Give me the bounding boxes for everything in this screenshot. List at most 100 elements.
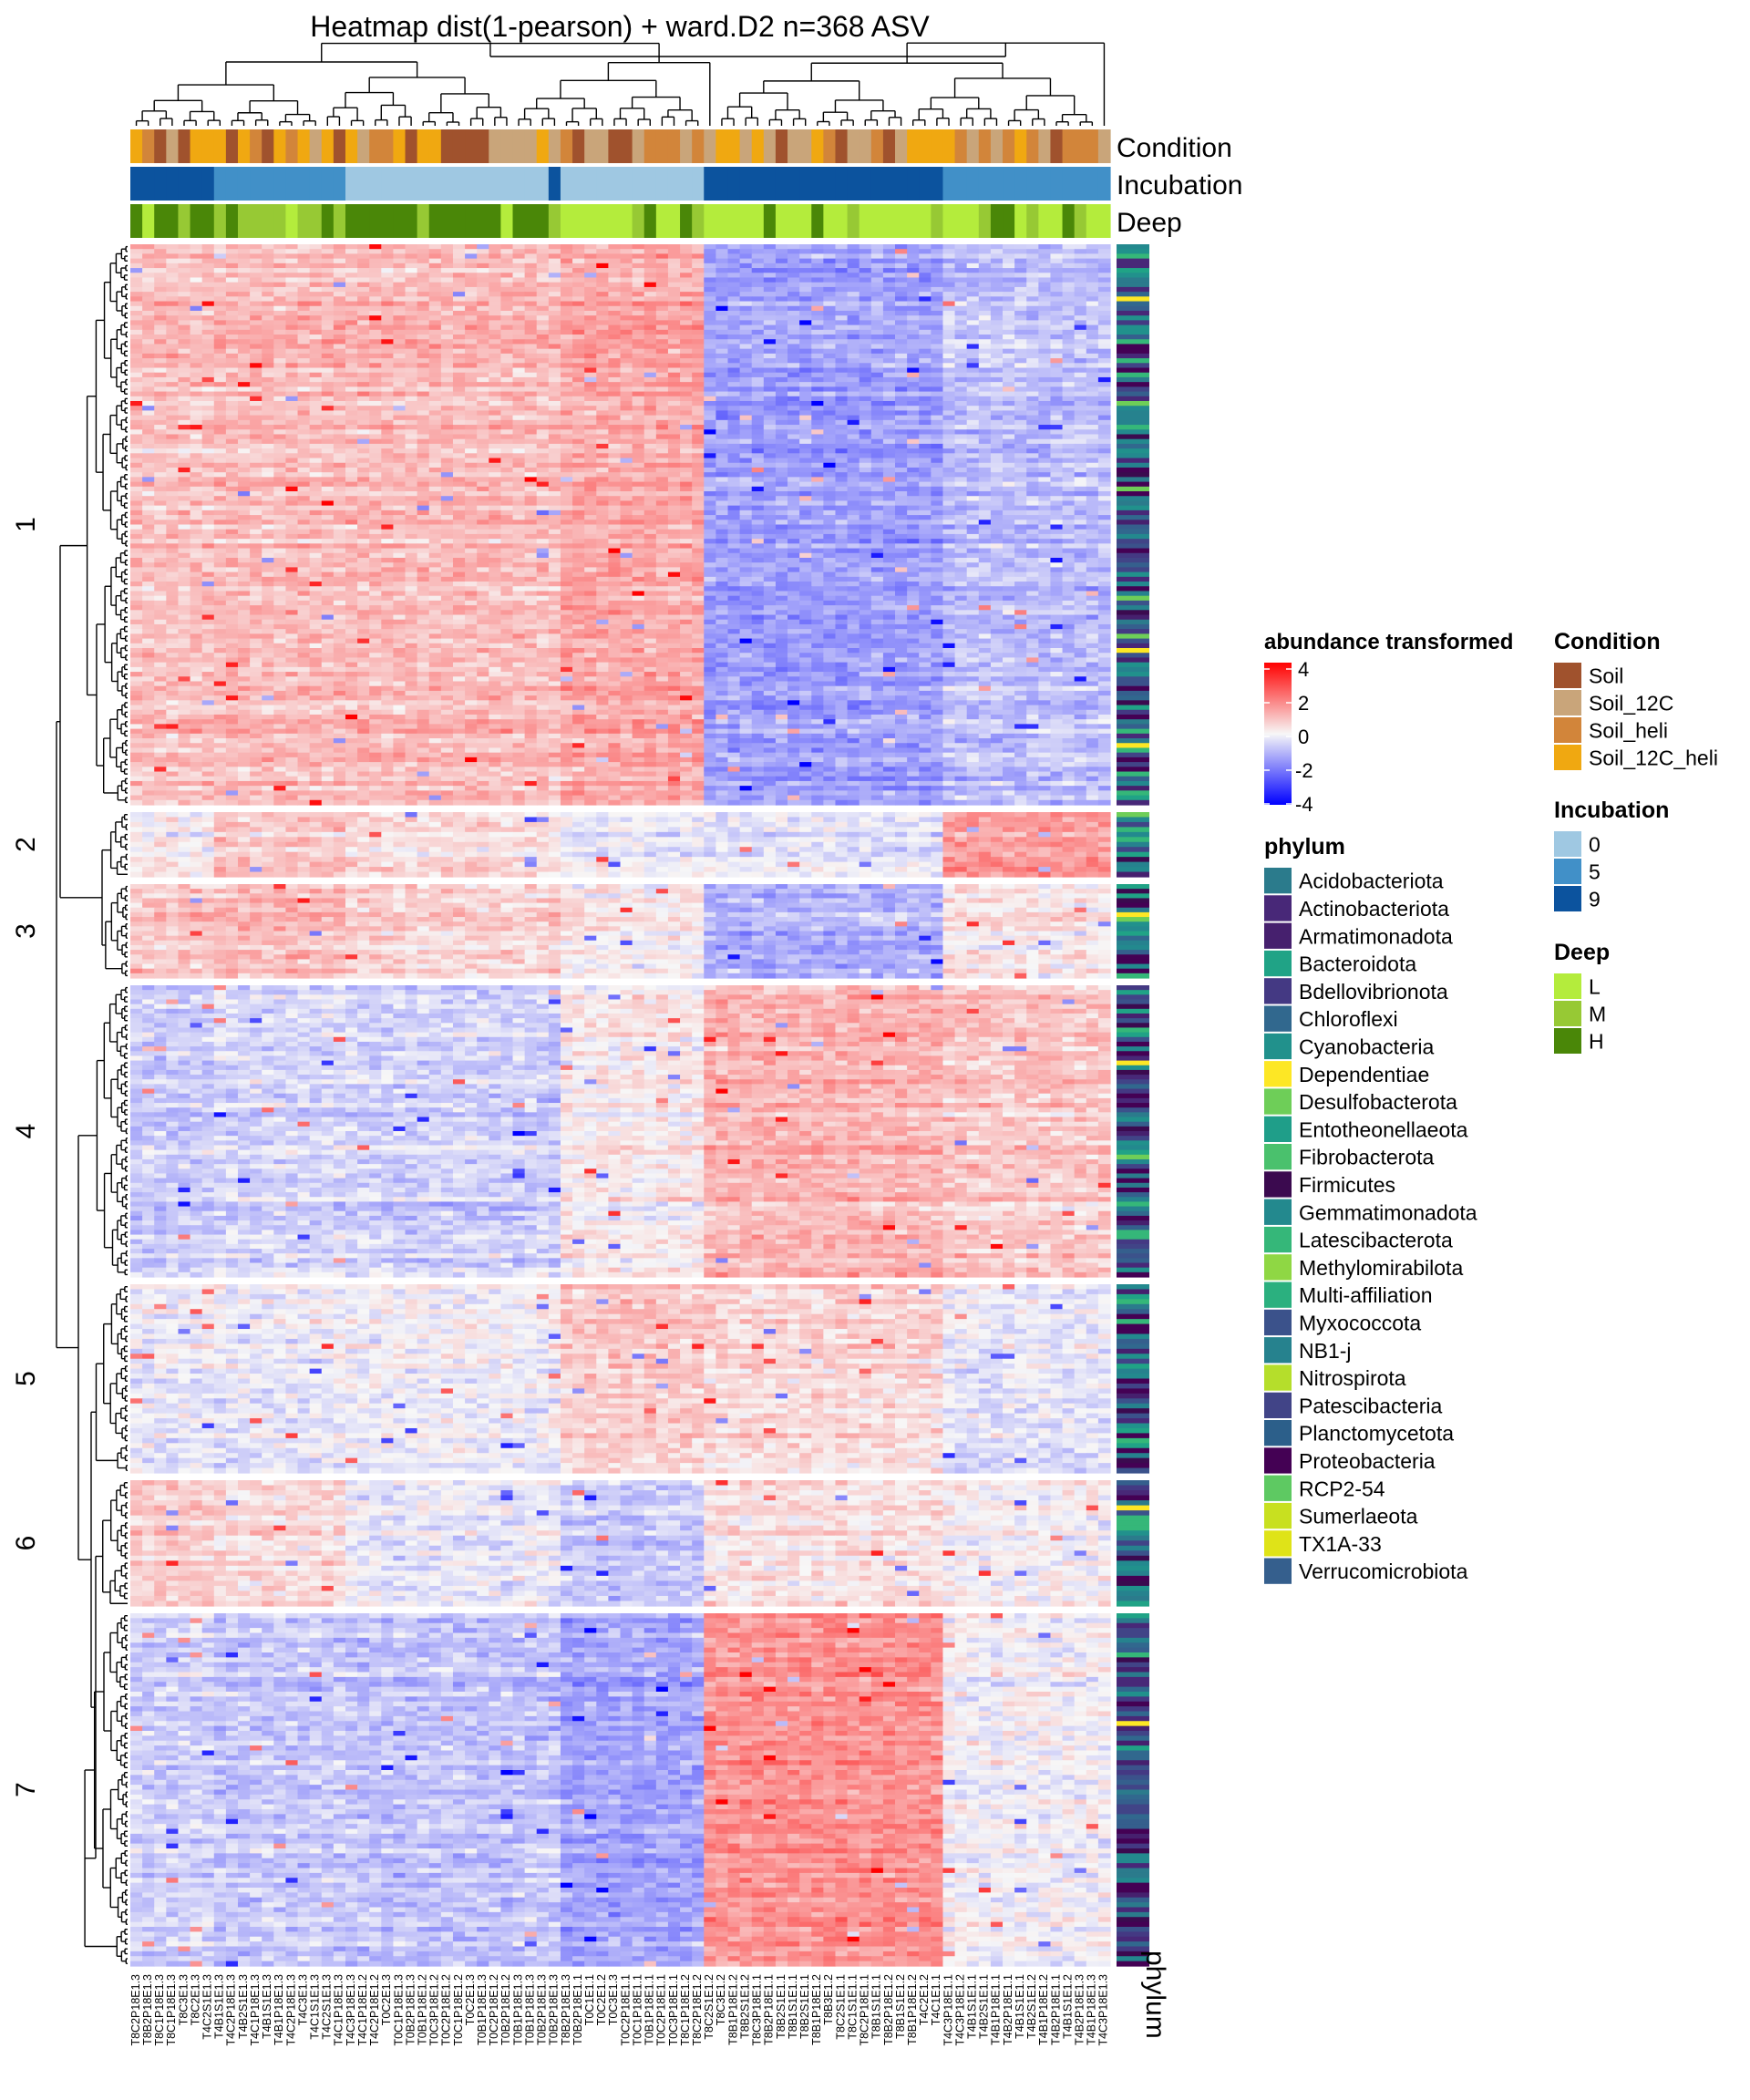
heatmap-cell <box>596 296 609 303</box>
heatmap-cell <box>250 348 262 355</box>
heatmap-cell <box>1086 353 1099 359</box>
heatmap-cell <box>1014 268 1027 273</box>
heatmap-cell <box>763 386 777 393</box>
heatmap-cell <box>692 358 705 364</box>
heatmap-cell <box>739 396 753 402</box>
heatmap-cell <box>393 353 407 359</box>
heatmap-cell <box>823 372 837 378</box>
heatmap-cell <box>393 282 407 288</box>
heatmap-cell <box>333 367 346 374</box>
heatmap-cell <box>643 367 657 374</box>
heatmap-cell <box>1050 253 1064 260</box>
heatmap-cell <box>393 262 407 269</box>
heatmap-cell <box>285 305 299 312</box>
heatmap-cell <box>572 429 585 436</box>
heatmap-cell <box>1003 348 1015 355</box>
heatmap-cell <box>954 419 968 426</box>
heatmap-cell <box>895 335 908 340</box>
heatmap-cell <box>512 372 526 378</box>
heatmap-cell <box>667 292 681 297</box>
heatmap-cell <box>655 372 669 378</box>
heatmap-cell <box>667 382 681 387</box>
heatmap-cell <box>680 363 693 369</box>
deep-cell <box>560 204 573 238</box>
heatmap-cell <box>823 244 837 250</box>
heatmap-cell <box>405 329 418 335</box>
heatmap-cell <box>978 329 992 335</box>
heatmap-cell <box>297 310 311 316</box>
heatmap-cell <box>572 410 585 417</box>
heatmap-cell <box>321 315 335 321</box>
heatmap-cell <box>201 434 215 440</box>
heatmap-cell <box>190 305 203 312</box>
heatmap-cell <box>213 344 227 350</box>
heatmap-cell <box>835 434 849 440</box>
heatmap-cell <box>178 425 191 430</box>
heatmap-cell <box>811 286 824 293</box>
heatmap-cell <box>823 348 837 355</box>
heatmap-cell <box>739 315 753 321</box>
heatmap-cell <box>620 244 633 250</box>
heatmap-cell <box>643 382 657 387</box>
heatmap-cell <box>250 305 262 312</box>
heatmap-cell <box>1062 320 1076 326</box>
heatmap-cell <box>357 367 370 374</box>
heatmap-cell <box>608 277 622 283</box>
heatmap-cell <box>1026 258 1039 264</box>
heatmap-cell <box>524 386 538 393</box>
heatmap-cell <box>620 410 633 417</box>
heatmap-cell <box>942 372 956 378</box>
heatmap-cell <box>895 372 908 378</box>
heatmap-cell <box>584 348 597 355</box>
heatmap-cell <box>788 419 800 426</box>
heatmap-cell <box>548 372 561 378</box>
heatmap-cell <box>1074 292 1087 297</box>
heatmap-cell <box>763 305 777 312</box>
heatmap-cell <box>620 419 633 426</box>
heatmap-cell <box>178 438 191 445</box>
heatmap-cell <box>512 344 526 350</box>
heatmap-cell <box>201 262 215 269</box>
heatmap-cell <box>751 282 765 288</box>
heatmap-cell <box>273 363 287 369</box>
heatmap-cell <box>548 419 561 426</box>
heatmap-cell <box>477 376 489 383</box>
heatmap-cell <box>942 382 956 387</box>
heatmap-cell <box>428 376 442 383</box>
heatmap-cell <box>297 253 311 260</box>
heatmap-cell <box>548 258 561 264</box>
heatmap-cell <box>704 296 716 303</box>
heatmap-cell <box>357 262 370 269</box>
heatmap-cell <box>931 339 944 345</box>
heatmap-cell <box>357 429 370 436</box>
heatmap-cell <box>465 367 478 374</box>
heatmap-cell <box>489 277 501 283</box>
heatmap-cell <box>751 292 765 297</box>
heatmap-cell <box>919 415 932 421</box>
condition-cell <box>1062 129 1076 163</box>
heatmap-cell <box>548 400 561 407</box>
heatmap-cell <box>931 344 944 350</box>
heatmap-cell <box>751 286 765 293</box>
heatmap-cell <box>333 253 346 260</box>
heatmap-cell <box>895 363 908 369</box>
heatmap-cell <box>201 249 215 255</box>
condition-cell <box>739 129 753 163</box>
heatmap-cell <box>1050 339 1064 345</box>
heatmap-cell <box>859 262 872 269</box>
incubation-cell <box>417 167 430 201</box>
heatmap-cell <box>142 425 155 430</box>
incubation-cell <box>895 167 908 201</box>
heatmap-cell <box>465 429 478 436</box>
incubation-cell <box>1086 167 1099 201</box>
heatmap-cell <box>357 415 370 421</box>
heatmap-cell <box>1038 262 1052 269</box>
heatmap-cell <box>907 253 920 260</box>
heatmap-cell <box>357 329 370 335</box>
heatmap-cell <box>655 335 669 340</box>
heatmap-cell <box>667 415 681 421</box>
heatmap-cell <box>465 348 478 355</box>
heatmap-cell <box>620 273 633 279</box>
heatmap-cell <box>273 296 287 303</box>
heatmap-cell <box>882 386 896 393</box>
